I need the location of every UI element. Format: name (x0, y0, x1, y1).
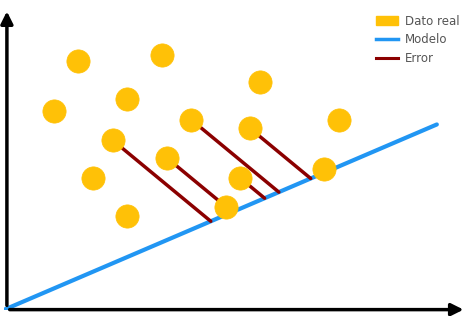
Legend: Dato real, Modelo, Error: Dato real, Modelo, Error (371, 9, 465, 71)
Point (124, 214, 131, 219)
Point (222, 205, 229, 210)
Point (320, 167, 328, 172)
Point (124, 97, 131, 102)
Point (237, 176, 244, 181)
Point (89, 176, 97, 181)
Point (74, 59, 82, 64)
Point (158, 53, 165, 58)
Point (335, 117, 342, 122)
Point (109, 137, 116, 143)
Point (50, 108, 57, 113)
Point (163, 155, 170, 160)
Point (256, 79, 264, 84)
Point (187, 117, 195, 122)
Point (246, 126, 254, 131)
